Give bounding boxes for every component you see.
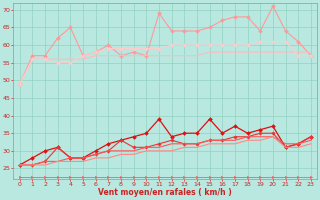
X-axis label: Vent moyen/en rafales ( km/h ): Vent moyen/en rafales ( km/h ) <box>99 188 232 197</box>
